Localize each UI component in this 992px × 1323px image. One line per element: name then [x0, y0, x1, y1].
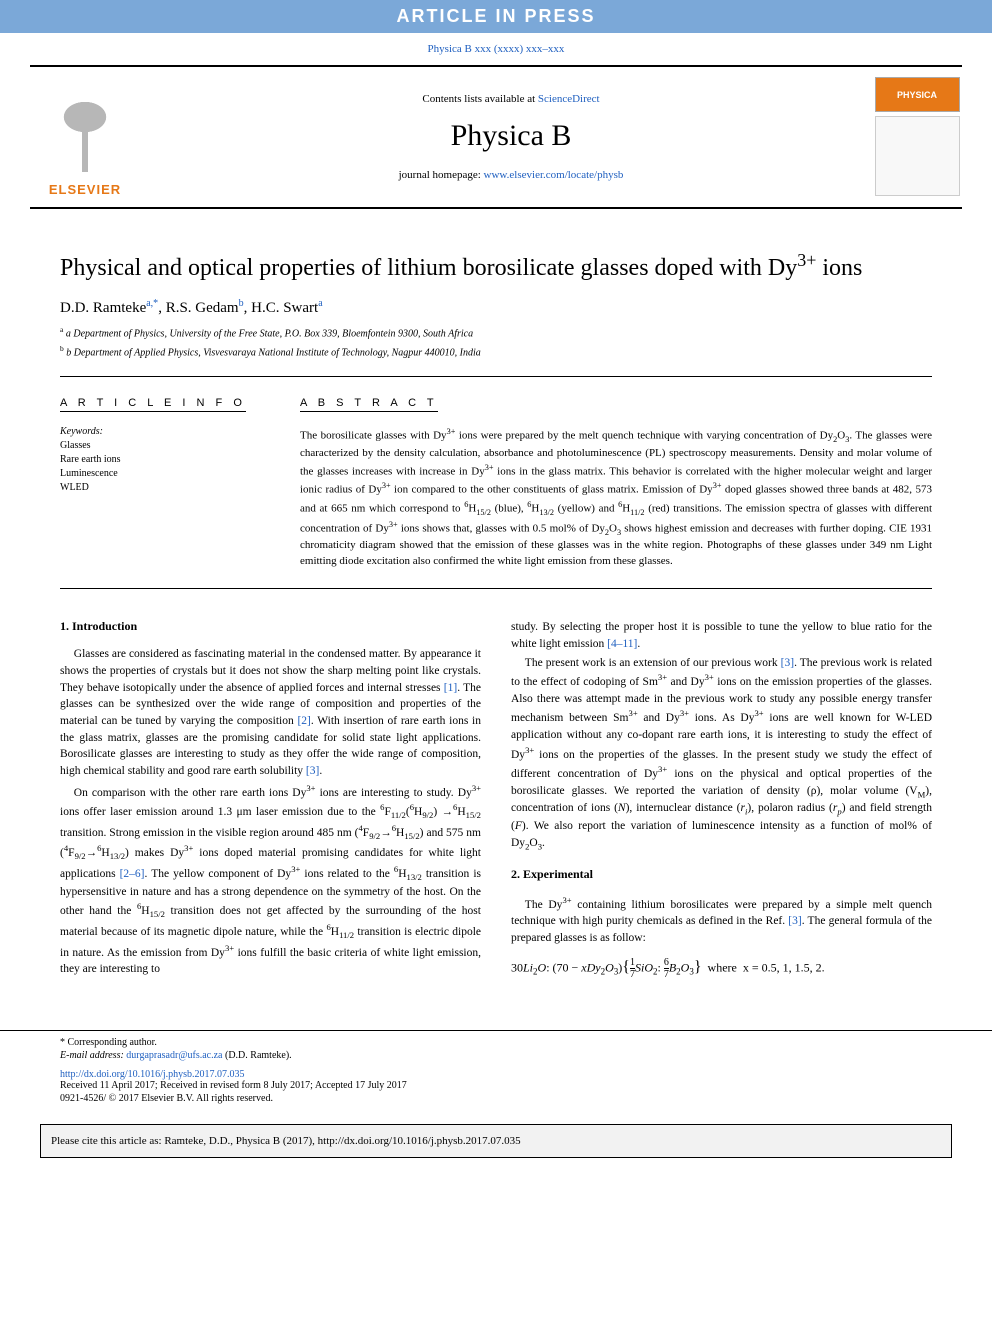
cover-label: PHYSICA — [875, 77, 960, 112]
contents-line: Contents lists available at ScienceDirec… — [150, 93, 872, 105]
paper-title: Physical and optical properties of lithi… — [60, 249, 932, 284]
elsevier-logo: ELSEVIER — [30, 77, 140, 197]
keyword-item: Glasses — [60, 439, 270, 453]
formula: 30Li2O: (70 − xDy2O3){17SiO2: 67B2O3} wh… — [511, 957, 932, 980]
homepage-link[interactable]: www.elsevier.com/locate/physb — [484, 169, 624, 181]
column-left: 1. Introduction Glasses are considered a… — [60, 619, 481, 989]
email-line: E-mail address: durgaprasadr@ufs.ac.za (… — [60, 1050, 932, 1061]
abstract-heading: A B S T R A C T — [300, 397, 438, 412]
section-2-heading: 2. Experimental — [511, 867, 932, 882]
journal-cover: PHYSICA — [872, 77, 962, 197]
keyword-item: Luminescence — [60, 467, 270, 481]
email-label: E-mail address: — [60, 1050, 126, 1061]
paragraph: The present work is an extension of our … — [511, 655, 932, 853]
elsevier-text: ELSEVIER — [49, 182, 121, 197]
affiliation-b: b b Department of Applied Physics, Visve… — [60, 344, 932, 358]
article-in-press-banner: ARTICLE IN PRESS — [0, 0, 992, 33]
paragraph: On comparison with the other rare earth … — [60, 782, 481, 978]
cover-image — [875, 116, 960, 196]
info-abstract-row: A R T I C L E I N F O Keywords: Glasses … — [60, 376, 932, 589]
affiliation-b-text: b Department of Applied Physics, Visvesv… — [66, 347, 481, 358]
homepage-prefix: journal homepage: — [399, 169, 484, 181]
paragraph: study. By selecting the proper host it i… — [511, 619, 932, 652]
affiliation-a: a a Department of Physics, University of… — [60, 325, 932, 339]
abstract-text: The borosilicate glasses with Dy3+ ions … — [300, 426, 932, 570]
copyright-line: 0921-4526/ © 2017 Elsevier B.V. All righ… — [60, 1093, 932, 1104]
paragraph: The Dy3+ containing lithium borosilicate… — [511, 894, 932, 947]
paragraph: Glasses are considered as fascinating ma… — [60, 646, 481, 779]
email-suffix: (D.D. Ramteke). — [223, 1050, 292, 1061]
affiliation-a-text: a Department of Physics, University of t… — [66, 329, 473, 340]
please-cite-box: Please cite this article as: Ramteke, D.… — [40, 1124, 952, 1158]
doi-link[interactable]: http://dx.doi.org/10.1016/j.physb.2017.0… — [60, 1069, 245, 1080]
body-columns: 1. Introduction Glasses are considered a… — [60, 619, 932, 989]
keyword-item: WLED — [60, 481, 270, 495]
corresponding-author: * Corresponding author. — [60, 1037, 932, 1048]
article-info-heading: A R T I C L E I N F O — [60, 397, 246, 412]
top-citation: Physica B xxx (xxxx) xxx–xxx — [0, 33, 992, 65]
journal-title: Physica B — [150, 119, 872, 153]
footer: * Corresponding author. E-mail address: … — [0, 1030, 992, 1104]
top-citation-link[interactable]: Physica B xxx (xxxx) xxx–xxx — [428, 43, 565, 55]
homepage-line: journal homepage: www.elsevier.com/locat… — [150, 169, 872, 181]
sciencedirect-link[interactable]: ScienceDirect — [538, 93, 600, 105]
keywords-label: Keywords: — [60, 426, 270, 437]
column-right: study. By selecting the proper host it i… — [511, 619, 932, 989]
section-1-heading: 1. Introduction — [60, 619, 481, 634]
article-info: A R T I C L E I N F O Keywords: Glasses … — [60, 395, 270, 570]
email-link[interactable]: durgaprasadr@ufs.ac.za — [126, 1050, 222, 1061]
authors: D.D. Ramtekea,*, R.S. Gedamb, H.C. Swart… — [60, 298, 932, 317]
abstract: A B S T R A C T The borosilicate glasses… — [300, 395, 932, 570]
received-line: Received 11 April 2017; Received in revi… — [60, 1080, 932, 1091]
journal-header: ELSEVIER Contents lists available at Sci… — [30, 65, 962, 209]
keyword-item: Rare earth ions — [60, 453, 270, 467]
elsevier-tree-icon — [40, 92, 130, 182]
contents-prefix: Contents lists available at — [422, 93, 537, 105]
header-center: Contents lists available at ScienceDirec… — [150, 93, 872, 181]
